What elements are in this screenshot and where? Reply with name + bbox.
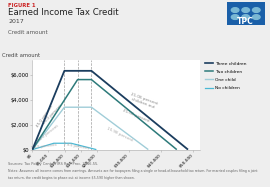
Circle shape <box>231 8 239 12</box>
Circle shape <box>252 15 260 19</box>
Text: FIGURE 1: FIGURE 1 <box>8 3 36 8</box>
Text: 7.65 percent: 7.65 percent <box>63 142 89 151</box>
Text: TPC: TPC <box>237 16 254 26</box>
Text: Credit amount: Credit amount <box>2 53 40 58</box>
Text: 45.0 percent: 45.0 percent <box>36 104 54 128</box>
Text: Sources: Tax Policy Center, IRS Rev. Proc. 2016-55.: Sources: Tax Policy Center, IRS Rev. Pro… <box>8 162 99 166</box>
Text: 40.0 percent: 40.0 percent <box>42 104 63 125</box>
Circle shape <box>231 15 239 19</box>
Legend: Three children, Two children, One child, No children: Three children, Two children, One child,… <box>203 60 248 92</box>
Text: 21.06 percent
children out: 21.06 percent children out <box>129 92 158 110</box>
Circle shape <box>252 8 260 12</box>
Text: 15.98 percent: 15.98 percent <box>106 126 134 142</box>
Circle shape <box>242 15 249 19</box>
Text: Earned Income Tax Credit: Earned Income Tax Credit <box>8 8 119 17</box>
Circle shape <box>242 8 249 12</box>
Text: tax return, the credit begins to phase out at income $5,590 higher than shown.: tax return, the credit begins to phase o… <box>8 176 135 180</box>
Text: Notes: Assumes all income comes from earnings. Amounts are for taxpayers filing : Notes: Assumes all income comes from ear… <box>8 169 258 173</box>
Text: 2017: 2017 <box>8 19 24 24</box>
Text: 21.06 percent: 21.06 percent <box>122 108 150 123</box>
Text: 7.65 percent: 7.65 percent <box>30 143 57 150</box>
Text: 34.0 percent: 34.0 percent <box>36 123 59 143</box>
Text: Credit amount: Credit amount <box>8 30 48 35</box>
